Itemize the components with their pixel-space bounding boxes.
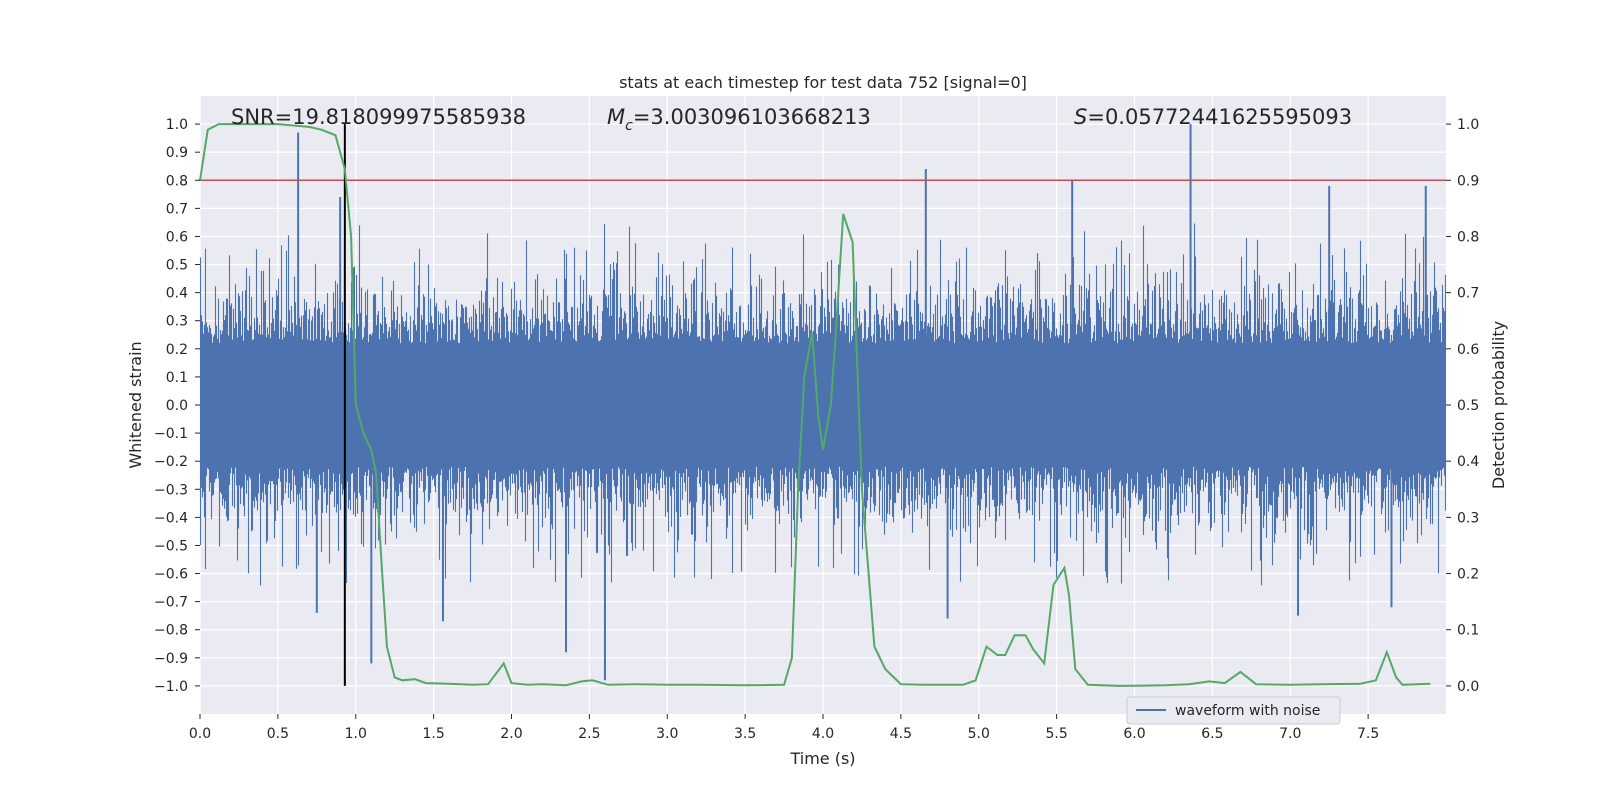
x-tick-label: 1.0 bbox=[345, 726, 367, 742]
s-value: =0.05772441625595093 bbox=[1087, 105, 1352, 129]
mc-annotation: Mc=3.003096103668213 bbox=[607, 105, 871, 134]
s-symbol: S bbox=[1074, 105, 1087, 129]
x-tick-label: 2.0 bbox=[500, 726, 522, 742]
y-left-tick-label: 0.6 bbox=[166, 229, 188, 245]
y-left-axis-ticks: 1.0 0.9 0.8 0.7 0.6 0.5 0.4 0.3 0.2 0.1 0.0 −0.1 −0.… bbox=[154, 117, 200, 695]
x-tick-label: 3.5 bbox=[734, 726, 756, 742]
mc-symbol: M bbox=[607, 105, 625, 129]
y-left-tick-label: −0.4 bbox=[154, 510, 188, 526]
y-right-axis-ticks: 1.0 0.9 0.8 0.7 0.6 0.5 0.4 0.3 0.2 0.1 0.0 bbox=[1446, 117, 1479, 695]
y-right-tick-label: 0.8 bbox=[1457, 229, 1479, 245]
x-tick-label: 7.0 bbox=[1279, 726, 1301, 742]
y-left-tick-label: 0.3 bbox=[166, 314, 188, 330]
y-left-tick-label: −1.0 bbox=[154, 679, 188, 695]
y-right-tick-label: 0.4 bbox=[1457, 454, 1479, 470]
y-left-tick-label: −0.7 bbox=[154, 595, 188, 611]
y-right-tick-label: 0.0 bbox=[1457, 679, 1479, 695]
legend-box bbox=[1126, 696, 1341, 725]
y-right-tick-label: 1.0 bbox=[1457, 117, 1479, 133]
x-axis-ticks: 0.0 0.5 1.0 1.5 2.0 2.5 3.0 3.5 4.0 4.5 5.0 5.5 6.0 6… bbox=[189, 714, 1379, 742]
x-tick-label: 4.0 bbox=[812, 726, 834, 742]
y-right-tick-label: 0.5 bbox=[1457, 398, 1479, 414]
mc-subscript: c bbox=[625, 118, 633, 134]
x-tick-label: 0.0 bbox=[189, 726, 211, 742]
y-left-tick-label: 0.1 bbox=[166, 370, 188, 386]
x-tick-label: 0.5 bbox=[267, 726, 289, 742]
y-left-tick-label: 0.9 bbox=[166, 145, 188, 161]
x-tick-label: 7.5 bbox=[1357, 726, 1379, 742]
y-left-tick-label: −0.1 bbox=[154, 426, 188, 442]
y-left-tick-label: −0.3 bbox=[154, 482, 188, 498]
x-tick-label: 3.0 bbox=[656, 726, 678, 742]
y-left-tick-label: 0.8 bbox=[166, 173, 188, 189]
y-left-tick-label: −0.5 bbox=[154, 538, 188, 554]
legend-label: waveform with noise bbox=[1175, 703, 1320, 719]
x-tick-label: 6.0 bbox=[1123, 726, 1145, 742]
y-left-axis-label: Whitened strain bbox=[126, 341, 145, 468]
y-left-tick-label: −0.6 bbox=[154, 567, 188, 583]
waveform-noise-band bbox=[199, 223, 1447, 586]
x-tick-label: 5.5 bbox=[1045, 726, 1067, 742]
y-left-tick-label: 0.0 bbox=[166, 398, 188, 414]
y-right-axis-label: Detection probability bbox=[1489, 321, 1508, 489]
y-left-tick-label: 0.2 bbox=[166, 342, 188, 358]
legend: waveform with noise bbox=[1126, 696, 1341, 725]
y-left-tick-label: −0.2 bbox=[154, 454, 188, 470]
x-tick-label: 6.5 bbox=[1201, 726, 1223, 742]
chart-title: stats at each timestep for test data 752… bbox=[619, 73, 1027, 92]
y-right-tick-label: 0.2 bbox=[1457, 567, 1479, 583]
y-left-tick-label: 0.5 bbox=[166, 258, 188, 274]
y-left-tick-label: 0.7 bbox=[166, 201, 188, 217]
snr-annotation: SNR=19.818099975585938 bbox=[231, 105, 526, 129]
waveform-series bbox=[199, 124, 1447, 681]
x-tick-label: 2.5 bbox=[578, 726, 600, 742]
y-left-tick-label: 0.4 bbox=[166, 286, 188, 302]
x-tick-label: 5.0 bbox=[968, 726, 990, 742]
y-right-tick-label: 0.3 bbox=[1457, 510, 1479, 526]
y-left-tick-label: −0.8 bbox=[154, 623, 188, 639]
y-right-tick-label: 0.7 bbox=[1457, 286, 1479, 302]
mc-value: =3.003096103668213 bbox=[633, 105, 871, 129]
probability-series bbox=[199, 123, 1431, 687]
s-annotation: S=0.05772441625595093 bbox=[1074, 105, 1352, 129]
y-right-tick-label: 0.1 bbox=[1457, 623, 1479, 639]
y-right-tick-label: 0.9 bbox=[1457, 173, 1479, 189]
x-tick-label: 4.5 bbox=[890, 726, 912, 742]
y-left-tick-label: 1.0 bbox=[166, 117, 188, 133]
y-right-tick-label: 0.6 bbox=[1457, 342, 1479, 358]
x-tick-label: 1.5 bbox=[422, 726, 444, 742]
x-axis-label: Time (s) bbox=[789, 749, 855, 768]
y-left-tick-label: −0.9 bbox=[154, 651, 188, 667]
